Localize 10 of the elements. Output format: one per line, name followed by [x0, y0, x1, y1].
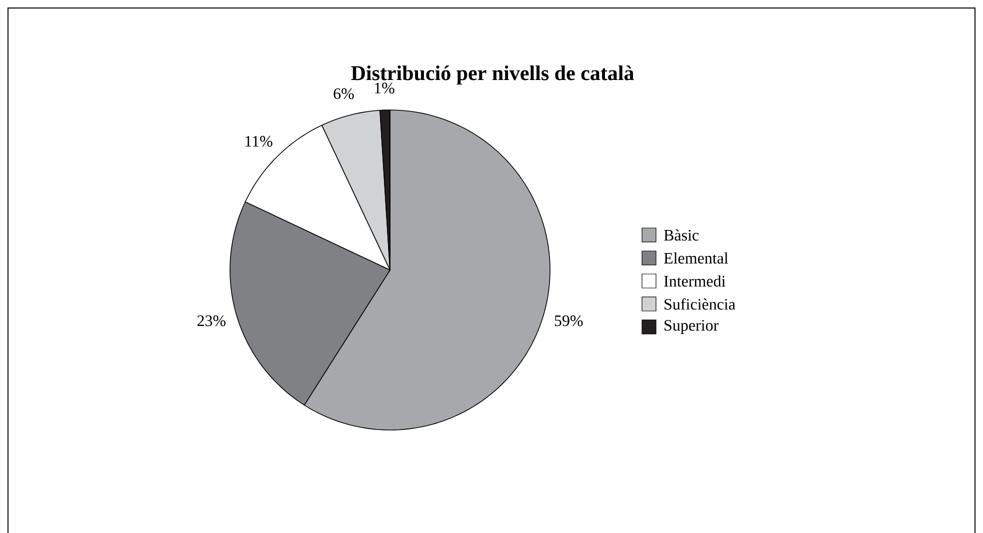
data-label: 6% — [334, 88, 354, 100]
legend-label: Bàsic — [664, 229, 699, 241]
data-label: 1% — [374, 82, 394, 94]
legend-label: Elemental — [664, 252, 728, 264]
data-label: 59% — [554, 315, 583, 326]
legend-label: Intermedi — [664, 275, 726, 287]
legend-label: Superior — [664, 320, 719, 334]
legend-label: Suficiència — [664, 298, 736, 310]
data-label: 23% — [197, 315, 226, 326]
data-label: 11% — [246, 136, 272, 147]
